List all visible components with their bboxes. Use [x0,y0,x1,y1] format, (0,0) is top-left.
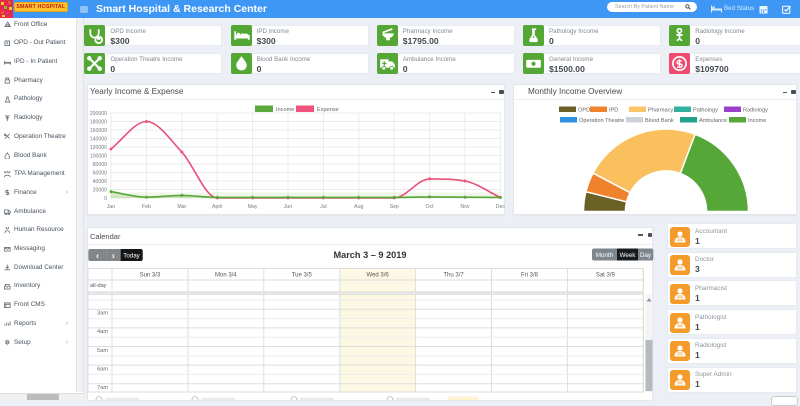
svg-text:Day: Day [640,252,652,259]
svg-text:May: May [248,204,258,210]
svg-text:Jul: Jul [320,204,327,210]
svg-text:Thu 3/7: Thu 3/7 [443,273,464,279]
svg-text:4am: 4am [97,329,108,335]
svg-text:Tue 3/5: Tue 3/5 [292,273,313,279]
svg-text:Oct: Oct [426,204,435,210]
svg-text:March 3 – 9 2019: March 3 – 9 2019 [333,250,406,260]
svg-text:Income: Income [748,118,766,124]
svg-text:all-day: all-day [90,283,107,289]
svg-text:100000: 100000 [90,153,107,159]
svg-text:Radiology: Radiology [743,107,768,113]
svg-text:180000: 180000 [90,119,107,125]
svg-text:Sat 3/9: Sat 3/9 [596,273,616,279]
svg-text:Fri 3/8: Fri 3/8 [521,273,539,279]
svg-text:April: April [212,204,222,210]
svg-text:Pharmacy: Pharmacy [648,107,673,113]
svg-text:Ambulance: Ambulance [699,118,727,124]
svg-text:Week: Week [620,252,637,259]
svg-text:160000: 160000 [90,128,107,134]
svg-text:140000: 140000 [90,136,107,142]
svg-text:Dec: Dec [496,204,506,210]
svg-text:0: 0 [104,196,107,202]
svg-text:Month: Month [596,252,614,259]
svg-text:IPD: IPD [609,107,618,113]
svg-text:Wed 3/6: Wed 3/6 [367,273,390,279]
svg-text:60000: 60000 [93,170,108,176]
svg-text:Mar: Mar [177,204,186,210]
svg-text:200000: 200000 [90,111,107,117]
svg-text:120000: 120000 [90,145,107,151]
svg-text:Blood Bank: Blood Bank [645,118,674,124]
svg-text:Jan: Jan [107,204,115,210]
svg-text:Today: Today [123,252,140,259]
svg-text:80000: 80000 [93,162,108,168]
svg-text:20000: 20000 [93,187,108,193]
svg-text:Operation Theatre: Operation Theatre [579,118,624,124]
svg-text:Sep: Sep [390,204,399,210]
svg-text:‹: ‹ [96,250,99,260]
svg-text:3am: 3am [97,311,108,317]
svg-text:7am: 7am [97,385,108,391]
svg-text:6am: 6am [97,366,108,372]
svg-text:40000: 40000 [93,179,108,185]
svg-text:Nov: Nov [460,204,470,210]
svg-text:Sun 3/3: Sun 3/3 [140,273,161,279]
svg-text:5am: 5am [97,348,108,354]
svg-text:Jun: Jun [284,204,292,210]
svg-text:Expense: Expense [317,107,339,113]
svg-text:Feb: Feb [142,204,151,210]
svg-text:Income: Income [276,107,294,113]
svg-text:›: › [112,250,115,260]
svg-text:OPD: OPD [578,107,590,113]
svg-text:Aug: Aug [354,204,363,210]
svg-text:Pathology: Pathology [693,107,718,113]
svg-text:Mon 3/4: Mon 3/4 [215,273,237,279]
